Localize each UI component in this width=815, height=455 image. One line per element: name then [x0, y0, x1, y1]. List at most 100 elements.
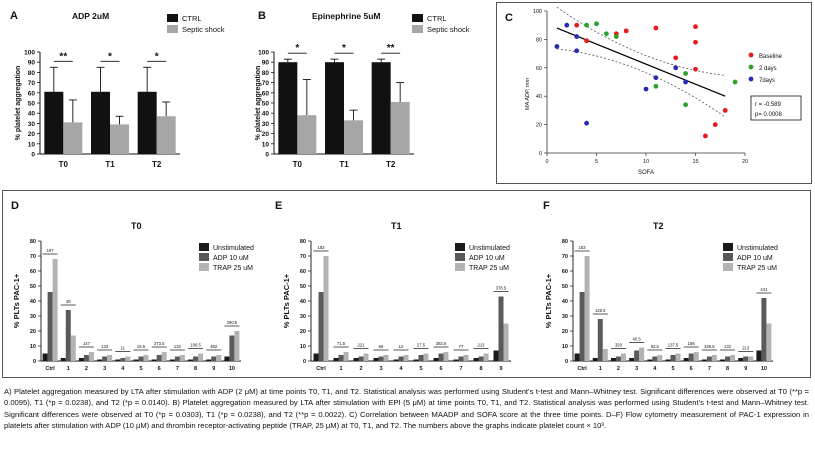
- y-tick-label: 30: [300, 314, 306, 320]
- bar: [323, 256, 329, 361]
- bar: [610, 358, 616, 361]
- data-point: [653, 83, 659, 89]
- bar: [156, 355, 162, 361]
- bar: [60, 358, 66, 361]
- x-tick-label: 6: [690, 366, 693, 372]
- data-point: [683, 79, 688, 85]
- x-tick-label: T2: [152, 160, 162, 169]
- bar: [52, 259, 58, 361]
- bar: [756, 350, 762, 361]
- x-tick-label: 2: [359, 366, 362, 372]
- bar: [743, 356, 749, 361]
- y-tick-label: 90: [262, 60, 270, 67]
- bar: [363, 353, 369, 361]
- bar: [63, 122, 83, 154]
- y-tick-label: 70: [562, 254, 568, 260]
- platelet-count-label: 183: [318, 245, 326, 250]
- bar: [371, 62, 391, 155]
- bar: [615, 356, 621, 361]
- legend-marker: [748, 52, 754, 58]
- legend-label: Septic shock: [182, 25, 225, 34]
- confidence-band-upper: [556, 6, 726, 76]
- bar: [169, 359, 175, 361]
- bar: [115, 359, 121, 361]
- y-tick-label: 40: [30, 299, 36, 305]
- y-tick-label: 40: [300, 299, 306, 305]
- x-tick-label: 0: [545, 159, 548, 165]
- bar: [313, 353, 319, 361]
- platelet-count-label: 40.5: [633, 337, 642, 342]
- platelet-count-label: 132: [724, 344, 732, 349]
- panel-a: A ADP 2uM CTRL Septic shock 0 10 20 30 40 50 60 70 8…: [2, 2, 250, 182]
- platelet-count-label: 128.5: [595, 308, 606, 313]
- y-axis-label: % PLTs PAC-1+: [12, 273, 21, 328]
- bar: [65, 310, 71, 361]
- data-point: [683, 71, 688, 76]
- legend-label: Septic shock: [427, 25, 470, 34]
- y-tick-label: 10: [300, 344, 306, 350]
- bar: [188, 359, 194, 361]
- data-point: [564, 22, 570, 28]
- legend-label: Unstimulated: [469, 245, 510, 252]
- bar: [730, 355, 736, 361]
- platelet-count-label: 106.5: [190, 343, 201, 348]
- bar: [318, 292, 324, 361]
- bar: [211, 356, 217, 361]
- bar: [433, 358, 439, 361]
- platelet-count-label: 213: [742, 346, 750, 351]
- bar: [478, 356, 484, 361]
- y-tick-label: 100: [533, 9, 542, 15]
- data-point: [722, 108, 728, 113]
- y-tick-label: 0: [31, 152, 35, 159]
- y-tick-label: 100: [24, 50, 35, 57]
- bar: [579, 292, 585, 361]
- panel-def: D T0 Unstimulated ADP 10 uM TRAP 25 uM 0 10 20 3…: [2, 190, 811, 378]
- chart-title: T2: [653, 221, 664, 231]
- bar: [670, 355, 676, 361]
- y-tick-label: 40: [262, 111, 270, 118]
- panel-letter: D: [11, 200, 19, 212]
- bar: [706, 356, 712, 361]
- y-tick-label: 70: [28, 80, 36, 87]
- y-tick-label: 50: [30, 284, 36, 290]
- panel-letter: F: [543, 200, 550, 212]
- legend-label: Baseline: [759, 54, 783, 60]
- platelet-count-label: 373.5: [154, 341, 165, 346]
- bar: [224, 356, 230, 361]
- bar: [174, 356, 180, 361]
- y-tick-label: 70: [300, 254, 306, 260]
- y-tick-label: 60: [300, 269, 306, 275]
- data-point: [693, 24, 698, 30]
- x-tick-label: 15: [692, 159, 698, 165]
- x-tick-label: 6: [439, 366, 442, 372]
- x-tick-label: 9: [499, 366, 502, 372]
- x-tick-label: 7: [708, 366, 711, 372]
- data-point: [673, 65, 679, 71]
- bar: [592, 358, 598, 361]
- platelet-count-label: 82.5: [651, 344, 660, 349]
- legend-label: Unstimulated: [737, 245, 778, 252]
- platelet-count-label: 147: [83, 341, 91, 346]
- legend-marker: [748, 76, 754, 82]
- platelet-count-label: 49: [66, 299, 71, 304]
- bar: [83, 355, 89, 361]
- bar: [151, 359, 157, 361]
- y-tick-label: 10: [30, 344, 36, 350]
- data-point: [574, 48, 580, 54]
- bar: [297, 115, 317, 154]
- bar: [657, 355, 663, 361]
- x-tick-label: T2: [386, 160, 396, 169]
- stats-box: [750, 95, 802, 121]
- chart-c-correlation-scatter: C 0 20 40 60 80 100 0 5 10 15 20 SOFA MA ADP, mm Basel…: [505, 6, 802, 176]
- platelet-count-label: 11: [121, 346, 126, 351]
- y-tick-label: 10: [28, 141, 36, 148]
- bar: [278, 62, 298, 155]
- y-tick-label: 80: [562, 239, 568, 245]
- bar: [683, 358, 689, 361]
- legend-swatch: [199, 263, 209, 271]
- x-tick-label: Ctrl: [577, 366, 587, 372]
- bar: [634, 350, 640, 361]
- data-point: [604, 31, 609, 37]
- bar: [458, 356, 464, 361]
